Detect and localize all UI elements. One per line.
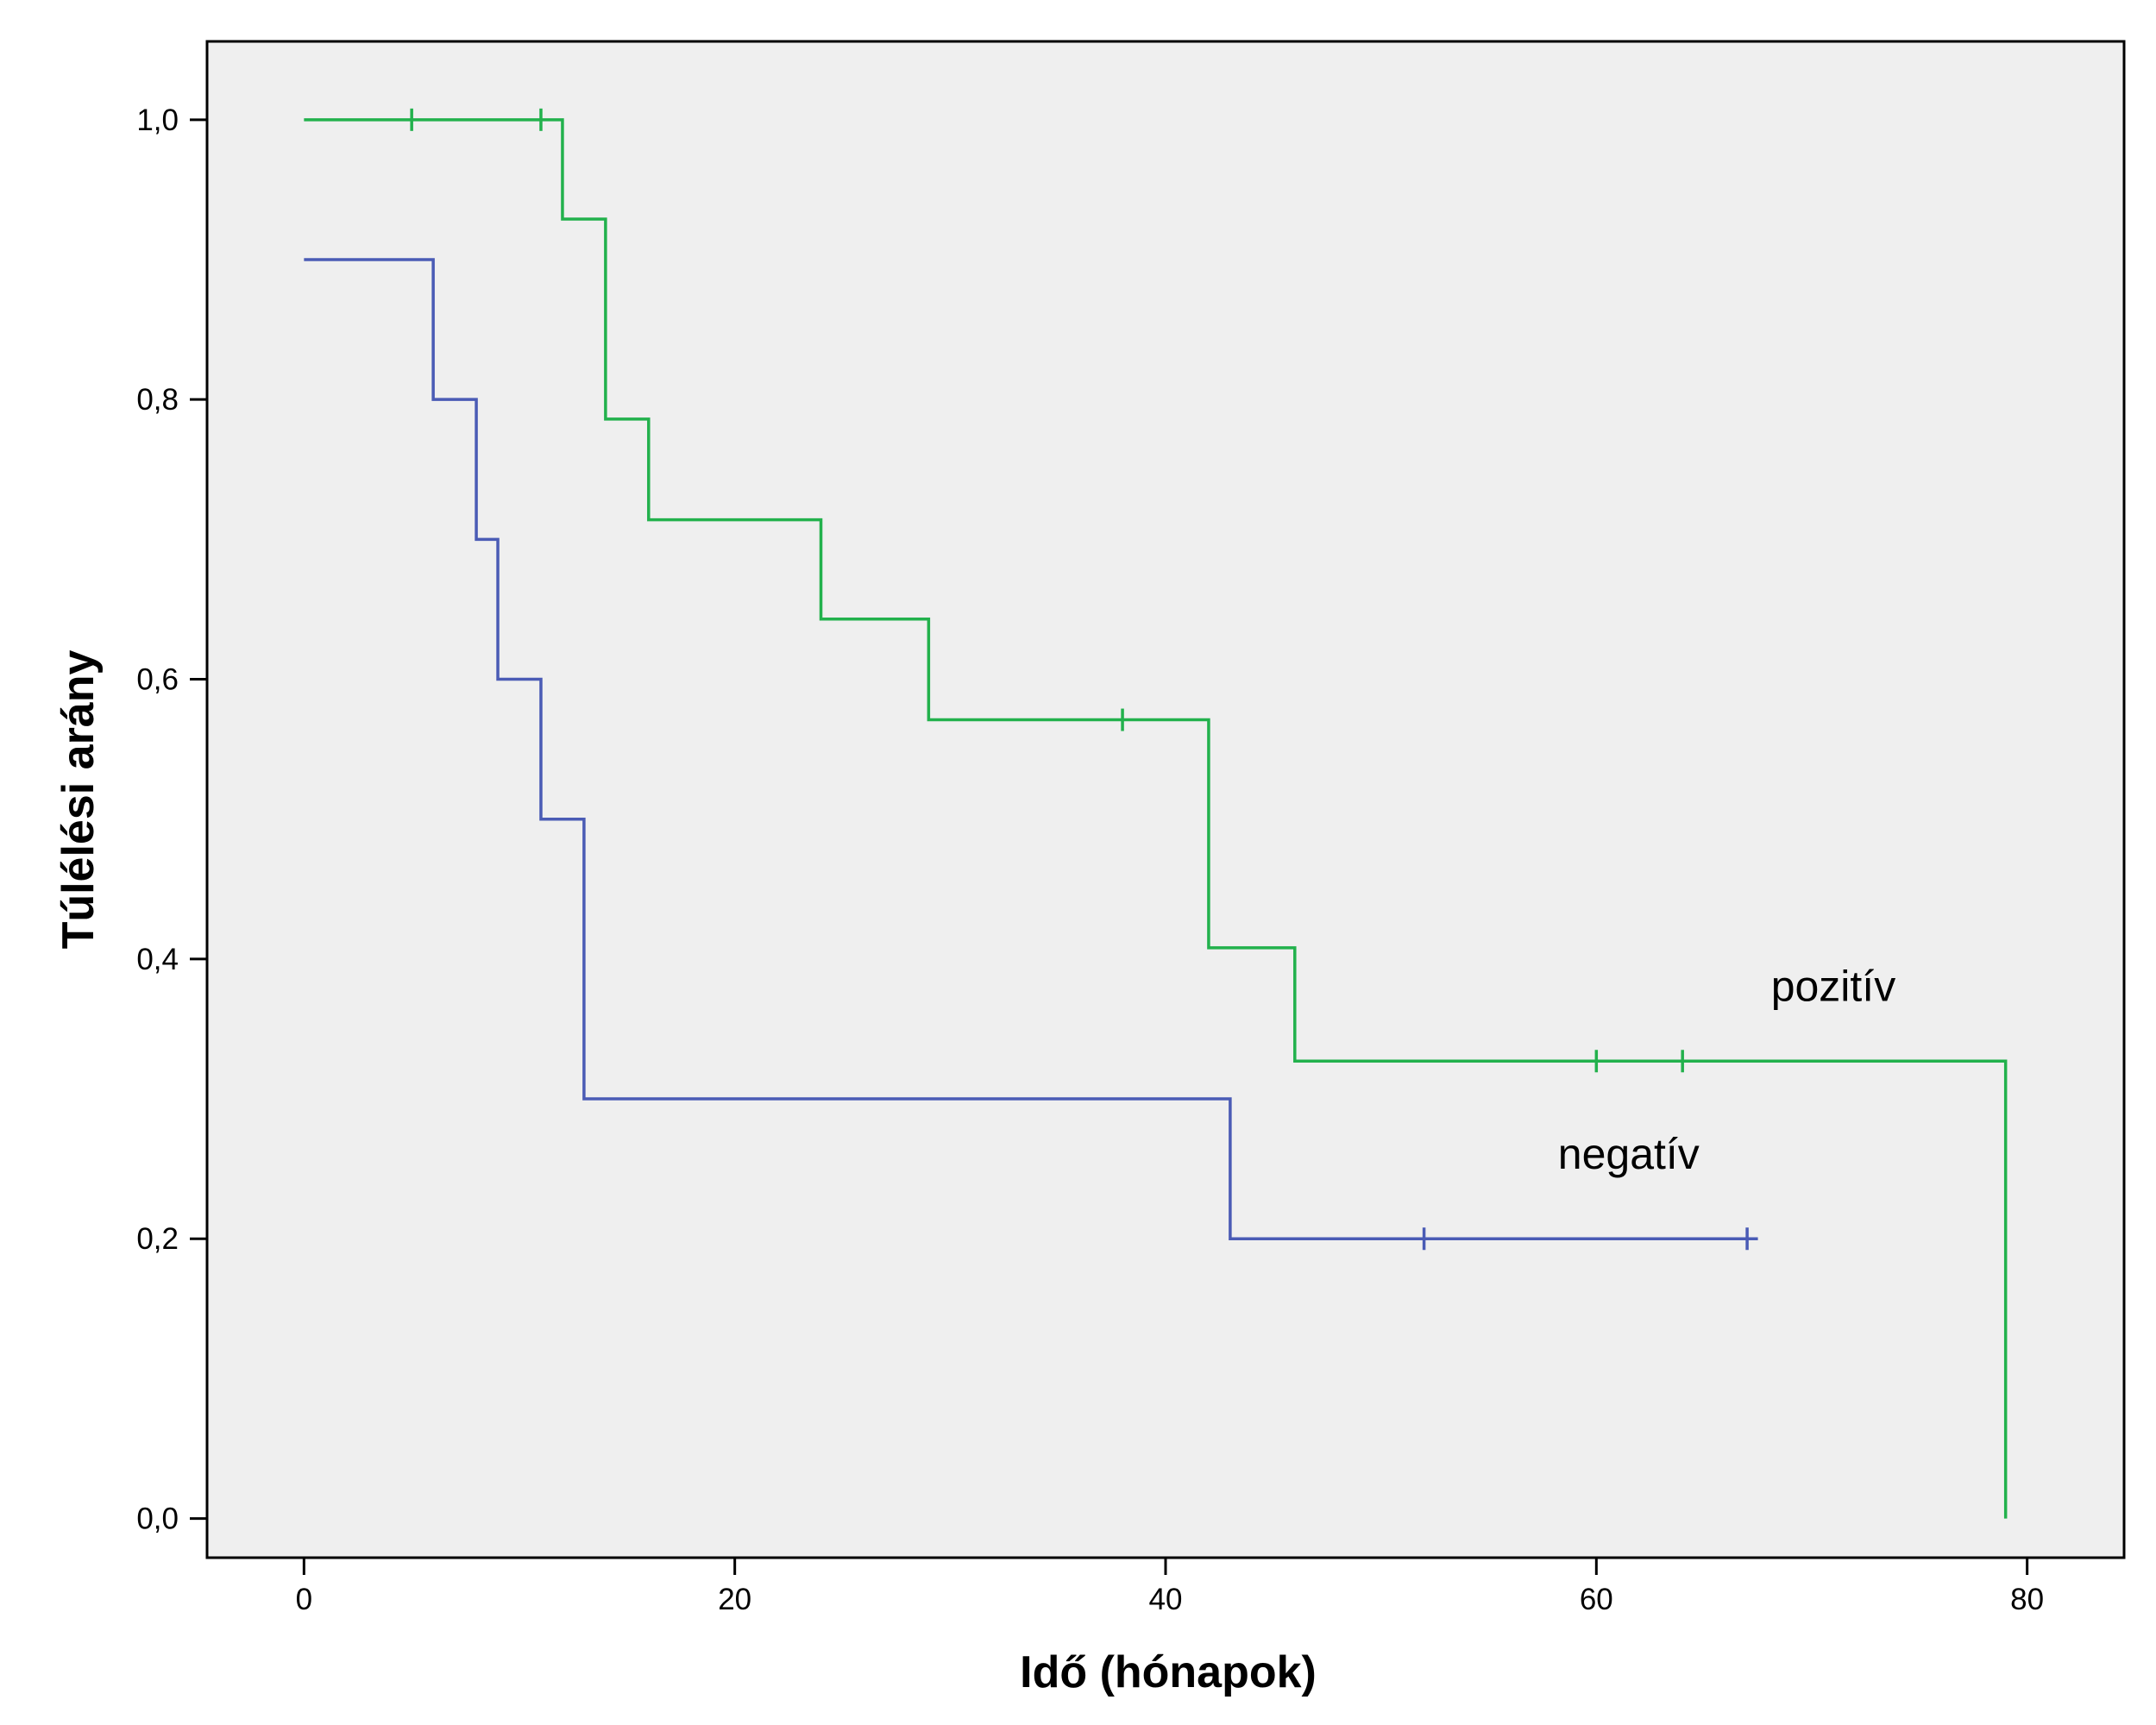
y-tick-label: 1,0 bbox=[136, 104, 179, 137]
x-tick-label: 20 bbox=[718, 1583, 751, 1616]
survival-curve bbox=[304, 258, 1758, 1240]
x-tick-label: 0 bbox=[296, 1583, 312, 1616]
y-tick-label: 0,0 bbox=[136, 1502, 179, 1536]
y-tick-label: 0,6 bbox=[136, 663, 179, 697]
y-tick-label: 0,4 bbox=[136, 943, 179, 976]
y-tick-label: 0,2 bbox=[136, 1222, 179, 1256]
y-axis: 0,0 0,2 0,4 0,6 0,8 1,0 bbox=[136, 104, 207, 1536]
series-layer: pozitív negatív bbox=[304, 108, 2008, 1519]
x-axis-title: Idő (hónapok) bbox=[1020, 1647, 1317, 1697]
x-axis: 0 20 40 60 80 bbox=[296, 1558, 2044, 1616]
series-label: pozitív bbox=[1771, 963, 1896, 1011]
series-negativ: negatív bbox=[304, 258, 1758, 1251]
survival-curve bbox=[304, 118, 2008, 1519]
series-pozitiv: pozitív bbox=[304, 108, 2008, 1519]
x-tick-label: 80 bbox=[2010, 1583, 2044, 1616]
plot-background bbox=[207, 41, 2124, 1558]
plot-frame bbox=[205, 40, 2126, 1559]
y-axis-title: Túlélési arány bbox=[53, 650, 104, 950]
series-label: negatív bbox=[1558, 1130, 1700, 1178]
y-tick-label: 0,8 bbox=[136, 383, 179, 417]
x-tick-label: 40 bbox=[1149, 1583, 1183, 1616]
x-tick-label: 60 bbox=[1580, 1583, 1613, 1616]
